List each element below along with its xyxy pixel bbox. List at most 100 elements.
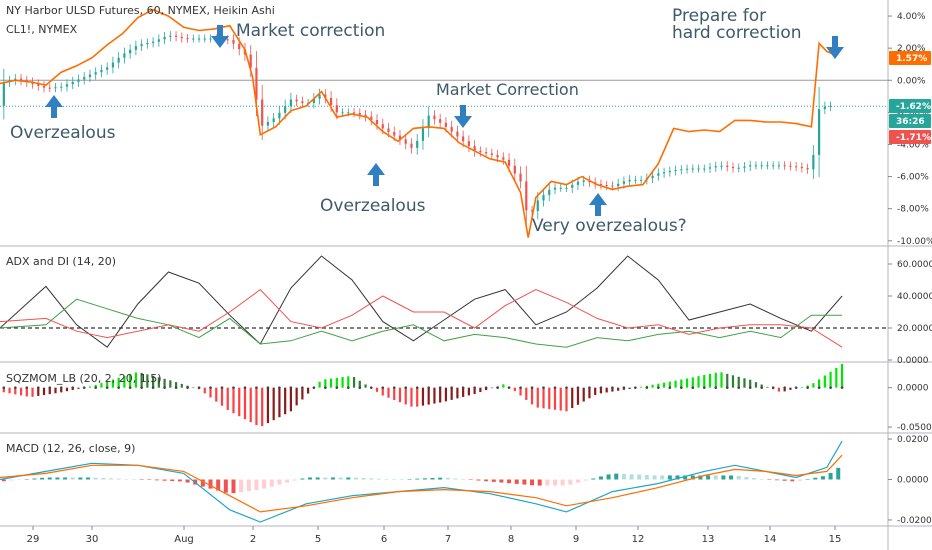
- price-axis-label: -6.00%: [897, 173, 929, 183]
- macd-histogram-bar: [63, 477, 68, 480]
- squeeze-dot: [438, 386, 442, 389]
- heikin-ashi-candle: [444, 122, 448, 127]
- squeeze-dot: [278, 386, 281, 389]
- chart-title: NY Harbor ULSD Futures, 60, NYMEX, Heiki…: [6, 4, 275, 17]
- heikin-ashi-candle: [714, 166, 717, 168]
- heikin-ashi-candle: [186, 38, 189, 40]
- squeeze-dot: [530, 386, 534, 389]
- heikin-ashi-candle: [439, 119, 442, 123]
- sqzmom-bar: [2, 387, 5, 393]
- macd-histogram-bar: [782, 479, 787, 481]
- heikin-ashi-candle: [622, 181, 625, 184]
- squeeze-dot: [59, 386, 63, 389]
- sqzmom-bar: [829, 371, 832, 388]
- macd-histogram-bar: [453, 478, 458, 480]
- heikin-ashi-candle: [513, 165, 516, 174]
- macd-histogram-bar: [323, 477, 328, 480]
- sqzmom-bar: [628, 387, 631, 389]
- heikin-ashi-candle: [370, 116, 373, 120]
- sqzmom-bar: [65, 387, 69, 392]
- squeeze-dot: [392, 386, 396, 389]
- heikin-ashi-candle: [640, 179, 643, 181]
- squeeze-dot: [289, 386, 293, 389]
- annotation-overzealous-1: Overzealous: [10, 123, 116, 143]
- macd-histogram-bar: [422, 478, 427, 480]
- macd-histogram-bar: [713, 475, 718, 480]
- squeeze-dot: [829, 386, 832, 389]
- sqzmom-bar: [594, 387, 597, 396]
- sqzmom-bar: [341, 377, 344, 388]
- sqzmom-bar: [513, 387, 516, 392]
- heikin-ashi-candle: [272, 118, 275, 122]
- heikin-ashi-candle: [232, 39, 235, 44]
- macd-histogram-bar: [170, 479, 175, 482]
- sqzmom-bar: [737, 376, 740, 388]
- macd-histogram-bar: [269, 479, 274, 487]
- heikin-ashi-candle: [347, 112, 350, 114]
- heikin-ashi-candle: [146, 42, 149, 45]
- sqzmom-bar: [714, 372, 717, 388]
- heikin-ashi-candle: [261, 99, 264, 126]
- heikin-ashi-candle: [416, 140, 419, 148]
- price-axis-label: 4.00%: [897, 12, 926, 22]
- sqzmom-bar: [381, 387, 384, 396]
- sqzmom-bar: [301, 387, 304, 400]
- squeeze-dot: [840, 386, 844, 389]
- heikin-ashi-candle: [352, 112, 356, 114]
- sqzmom-bar: [335, 377, 338, 388]
- heikin-ashi-candle: [60, 86, 63, 88]
- squeeze-dot: [611, 386, 614, 389]
- sqzmom-bar: [60, 387, 63, 393]
- squeeze-dot: [186, 386, 189, 389]
- sqzmom-bar: [266, 387, 270, 424]
- sqzmom-bar: [364, 384, 367, 388]
- macd-histogram-bar: [813, 477, 818, 480]
- squeeze-dot: [668, 386, 672, 389]
- heikin-ashi-candle: [502, 157, 505, 160]
- heikin-ashi-candle: [720, 165, 723, 167]
- heikin-ashi-candle: [490, 153, 493, 155]
- heikin-ashi-candle: [100, 69, 103, 73]
- sqzmom-bar: [232, 387, 235, 414]
- sqzmom-bar: [576, 387, 580, 405]
- sqzmom-bar: [743, 378, 746, 388]
- price-axis-label: -8.00%: [897, 205, 929, 215]
- macd-histogram-bar: [109, 478, 113, 480]
- macd-histogram-bar: [24, 479, 29, 480]
- time-axis-label: 13: [702, 534, 715, 545]
- heikin-ashi-candle: [301, 101, 304, 104]
- sqzmom-bar: [657, 383, 660, 388]
- heikin-ashi-candle: [209, 38, 212, 40]
- macd-histogram-bar: [262, 479, 267, 489]
- arrow-down-icon: [211, 25, 229, 48]
- macd-histogram-bar: [1, 479, 6, 482]
- heikin-ashi-candle: [335, 105, 338, 113]
- heikin-ashi-candle: [628, 179, 631, 182]
- price-axis-label: -10.00%: [897, 237, 932, 247]
- macd-histogram-bar: [598, 476, 603, 480]
- sqzmom-bar: [416, 387, 419, 407]
- heikin-ashi-candle: [542, 195, 545, 201]
- macd-histogram-bar: [805, 479, 810, 480]
- sqzmom-bar: [48, 387, 51, 395]
- price-badge: [889, 51, 931, 65]
- squeeze-dot: [645, 386, 649, 389]
- heikin-ashi-candle: [421, 128, 425, 141]
- macd-histogram-bar: [384, 478, 389, 480]
- macd-histogram-bar: [591, 478, 596, 480]
- sqzmom-bar: [215, 387, 218, 402]
- squeeze-dot: [496, 386, 499, 389]
- squeeze-dot: [737, 386, 741, 389]
- time-axis-label: 14: [764, 534, 777, 545]
- time-axis-label: 7: [445, 534, 451, 545]
- heikin-ashi-candle: [496, 154, 499, 158]
- heikin-ashi-candle: [180, 36, 183, 39]
- heikin-ashi-candle: [467, 141, 470, 147]
- sqzmom-bar: [611, 387, 614, 392]
- macd-histogram-bar: [621, 473, 626, 480]
- sqzmom-bar: [553, 387, 557, 410]
- macd-histogram-bar: [690, 475, 695, 480]
- macd-histogram-bar: [177, 479, 182, 482]
